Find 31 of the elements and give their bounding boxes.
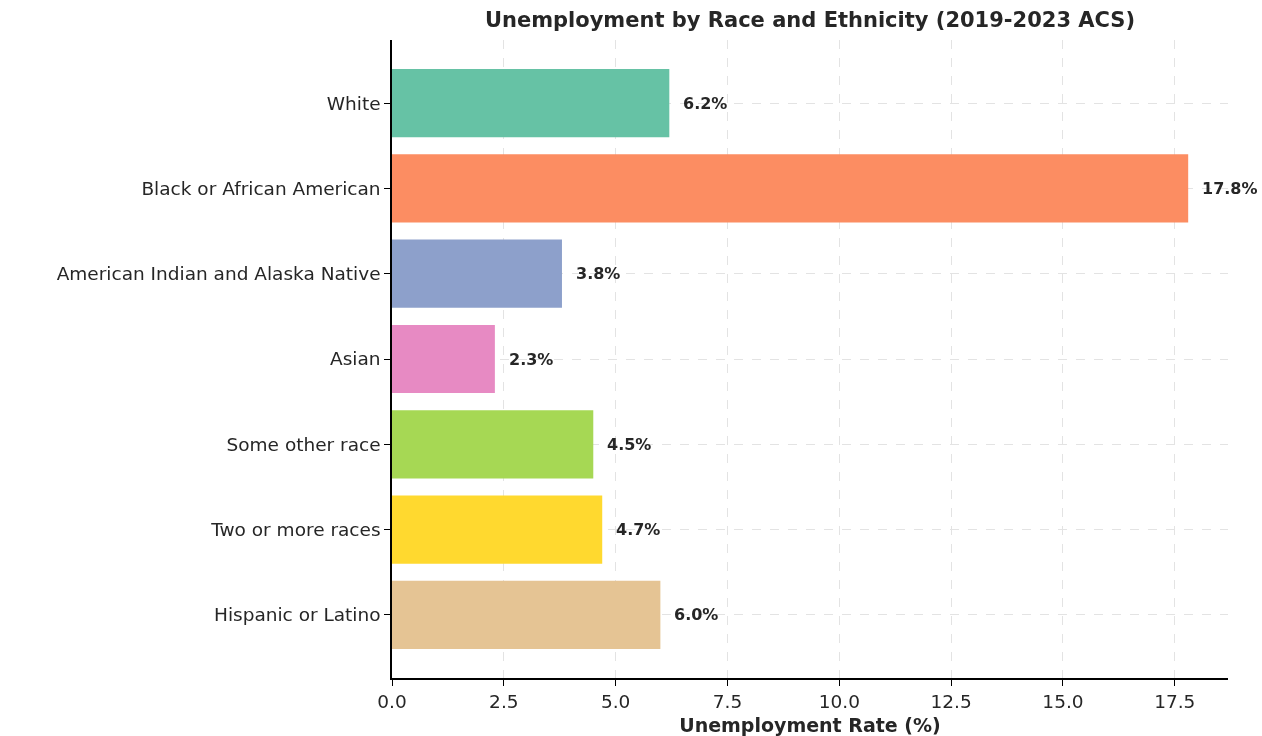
y-tick-label: White xyxy=(326,92,381,114)
y-tick-label: Hispanic or Latino xyxy=(213,604,381,626)
data-label: 17.8% xyxy=(1202,179,1258,198)
bar xyxy=(392,324,495,394)
data-label: 4.5% xyxy=(607,435,652,454)
y-tick-label: Black or African American xyxy=(141,177,381,199)
x-tick-label: 12.5 xyxy=(930,690,972,712)
x-tick-label: 0.0 xyxy=(377,690,407,712)
y-tick-label: Two or more races xyxy=(210,519,381,541)
data-label: 3.8% xyxy=(576,264,621,283)
x-tick-label: 15.0 xyxy=(1042,690,1084,712)
bar xyxy=(392,495,603,564)
bar xyxy=(392,154,1189,223)
chart-title: Unemployment by Race and Ethnicity (2019-2023 ACS) xyxy=(484,8,1136,33)
bar xyxy=(392,410,594,479)
data-label: 6.0% xyxy=(674,605,719,624)
data-label: 2.3% xyxy=(509,350,554,369)
y-tick-label: American Indian and Alaska Native xyxy=(56,263,381,285)
x-tick-label: 7.5 xyxy=(712,690,743,712)
bar xyxy=(392,580,661,649)
y-tick-label: Some other race xyxy=(226,433,381,455)
bar xyxy=(392,69,670,138)
x-tick-label: 17.5 xyxy=(1154,690,1196,712)
x-tick-label: 5.0 xyxy=(600,690,631,712)
x-tick-label: 10.0 xyxy=(818,690,860,712)
data-label: 4.7% xyxy=(616,520,661,539)
y-tick-label: Asian xyxy=(330,348,381,370)
x-tick-label: 2.5 xyxy=(489,690,519,712)
data-label: 6.2% xyxy=(683,94,728,113)
x-axis-title: Unemployment Rate (%) xyxy=(679,714,941,736)
bar xyxy=(392,239,562,308)
